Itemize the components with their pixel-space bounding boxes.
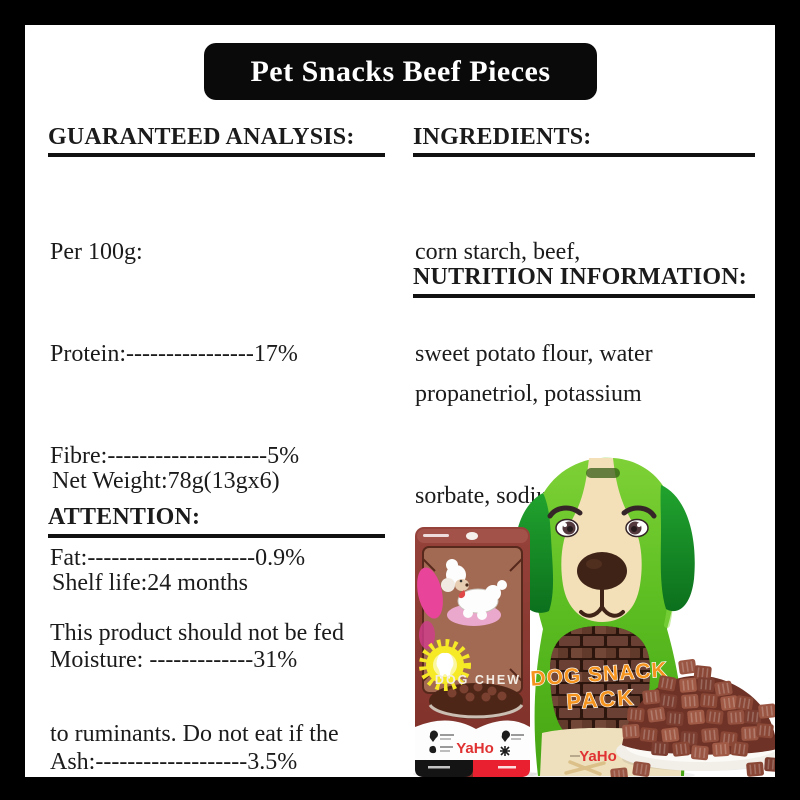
- weight-shelf-block: Net Weight:78g(13gx6) Shelf life:24 mont…: [52, 396, 280, 668]
- ingredients-line: sweet potato flour, water: [415, 341, 653, 367]
- nutrition-divider: [413, 294, 755, 298]
- dog-ear-right: [660, 485, 695, 612]
- pouch-window: [550, 626, 650, 731]
- shelf-life: Shelf life:24 months: [52, 570, 248, 596]
- ingredients-line: corn starch, beef,: [415, 239, 581, 265]
- analysis-row-ash: Ash:-------------------3.5%: [50, 749, 298, 775]
- bag-brand: YaHo: [456, 740, 494, 757]
- dog-eyes: [547, 505, 657, 538]
- analysis-row-protein: Protein:----------------17%: [50, 341, 298, 367]
- poodle-illustration: [441, 559, 507, 626]
- analysis-row-moisture: Moisture: -------------31%: [50, 647, 298, 673]
- dog-chew-bag: DOG CHEW YaHo: [415, 527, 530, 777]
- dog-nose: [577, 552, 627, 618]
- pouch-brand: YaHo: [579, 748, 617, 765]
- page-title-text: Pet Snacks Beef Pieces: [250, 54, 551, 88]
- analysis-per-label: Per 100g:: [50, 239, 143, 265]
- wooden-sticks: [564, 760, 606, 776]
- product-photo: DOG SNACK PACK YaHo: [413, 457, 775, 777]
- bag-hang-hole: [466, 532, 478, 540]
- attention-heading: ATTENTION:: [48, 504, 201, 530]
- nutrition-heading: NUTRITION INFORMATION:: [413, 264, 747, 290]
- net-weight: Net Weight:78g(13gx6): [52, 468, 280, 494]
- ingredients-divider: [413, 153, 755, 157]
- attention-divider: [48, 534, 385, 538]
- bag-bottom-band: [415, 760, 530, 777]
- attention-text: This product should not be fed to rumina…: [50, 548, 353, 800]
- analysis-row-fat: Fat:---------------------0.9%: [50, 545, 306, 571]
- ingredients-heading: INGREDIENTS:: [413, 124, 592, 150]
- tooth-starburst: [419, 639, 471, 691]
- bowl-of-treats: [428, 682, 524, 719]
- nutrition-line: propanetriol, potassium: [415, 381, 642, 407]
- guaranteed-analysis-divider: [48, 153, 385, 157]
- bag-feature-icons: [429, 730, 524, 756]
- tooth-icon: [436, 652, 454, 679]
- bag-label: DOG CHEW: [435, 673, 521, 687]
- treat-plate: [564, 657, 775, 777]
- pouch-label: DOG SNACK PACK: [529, 658, 669, 715]
- pouch-label-line2: PACK: [566, 685, 636, 715]
- attention-line: to ruminants. Do not eat if the: [50, 721, 339, 747]
- ingredients-list: corn starch, beef, sweet potato flour, w…: [415, 167, 653, 439]
- analysis-row-fibre: Fibre:--------------------5%: [50, 443, 300, 469]
- page-title: Pet Snacks Beef Pieces: [204, 43, 597, 100]
- hang-hole: [586, 468, 620, 478]
- pink-splash: [417, 567, 443, 619]
- guaranteed-analysis-heading: GUARANTEED ANALYSIS:: [48, 124, 355, 150]
- attention-line: This product should not be fed: [50, 620, 344, 646]
- guaranteed-analysis-table: Per 100g: Protein:----------------17% Fi…: [50, 167, 305, 800]
